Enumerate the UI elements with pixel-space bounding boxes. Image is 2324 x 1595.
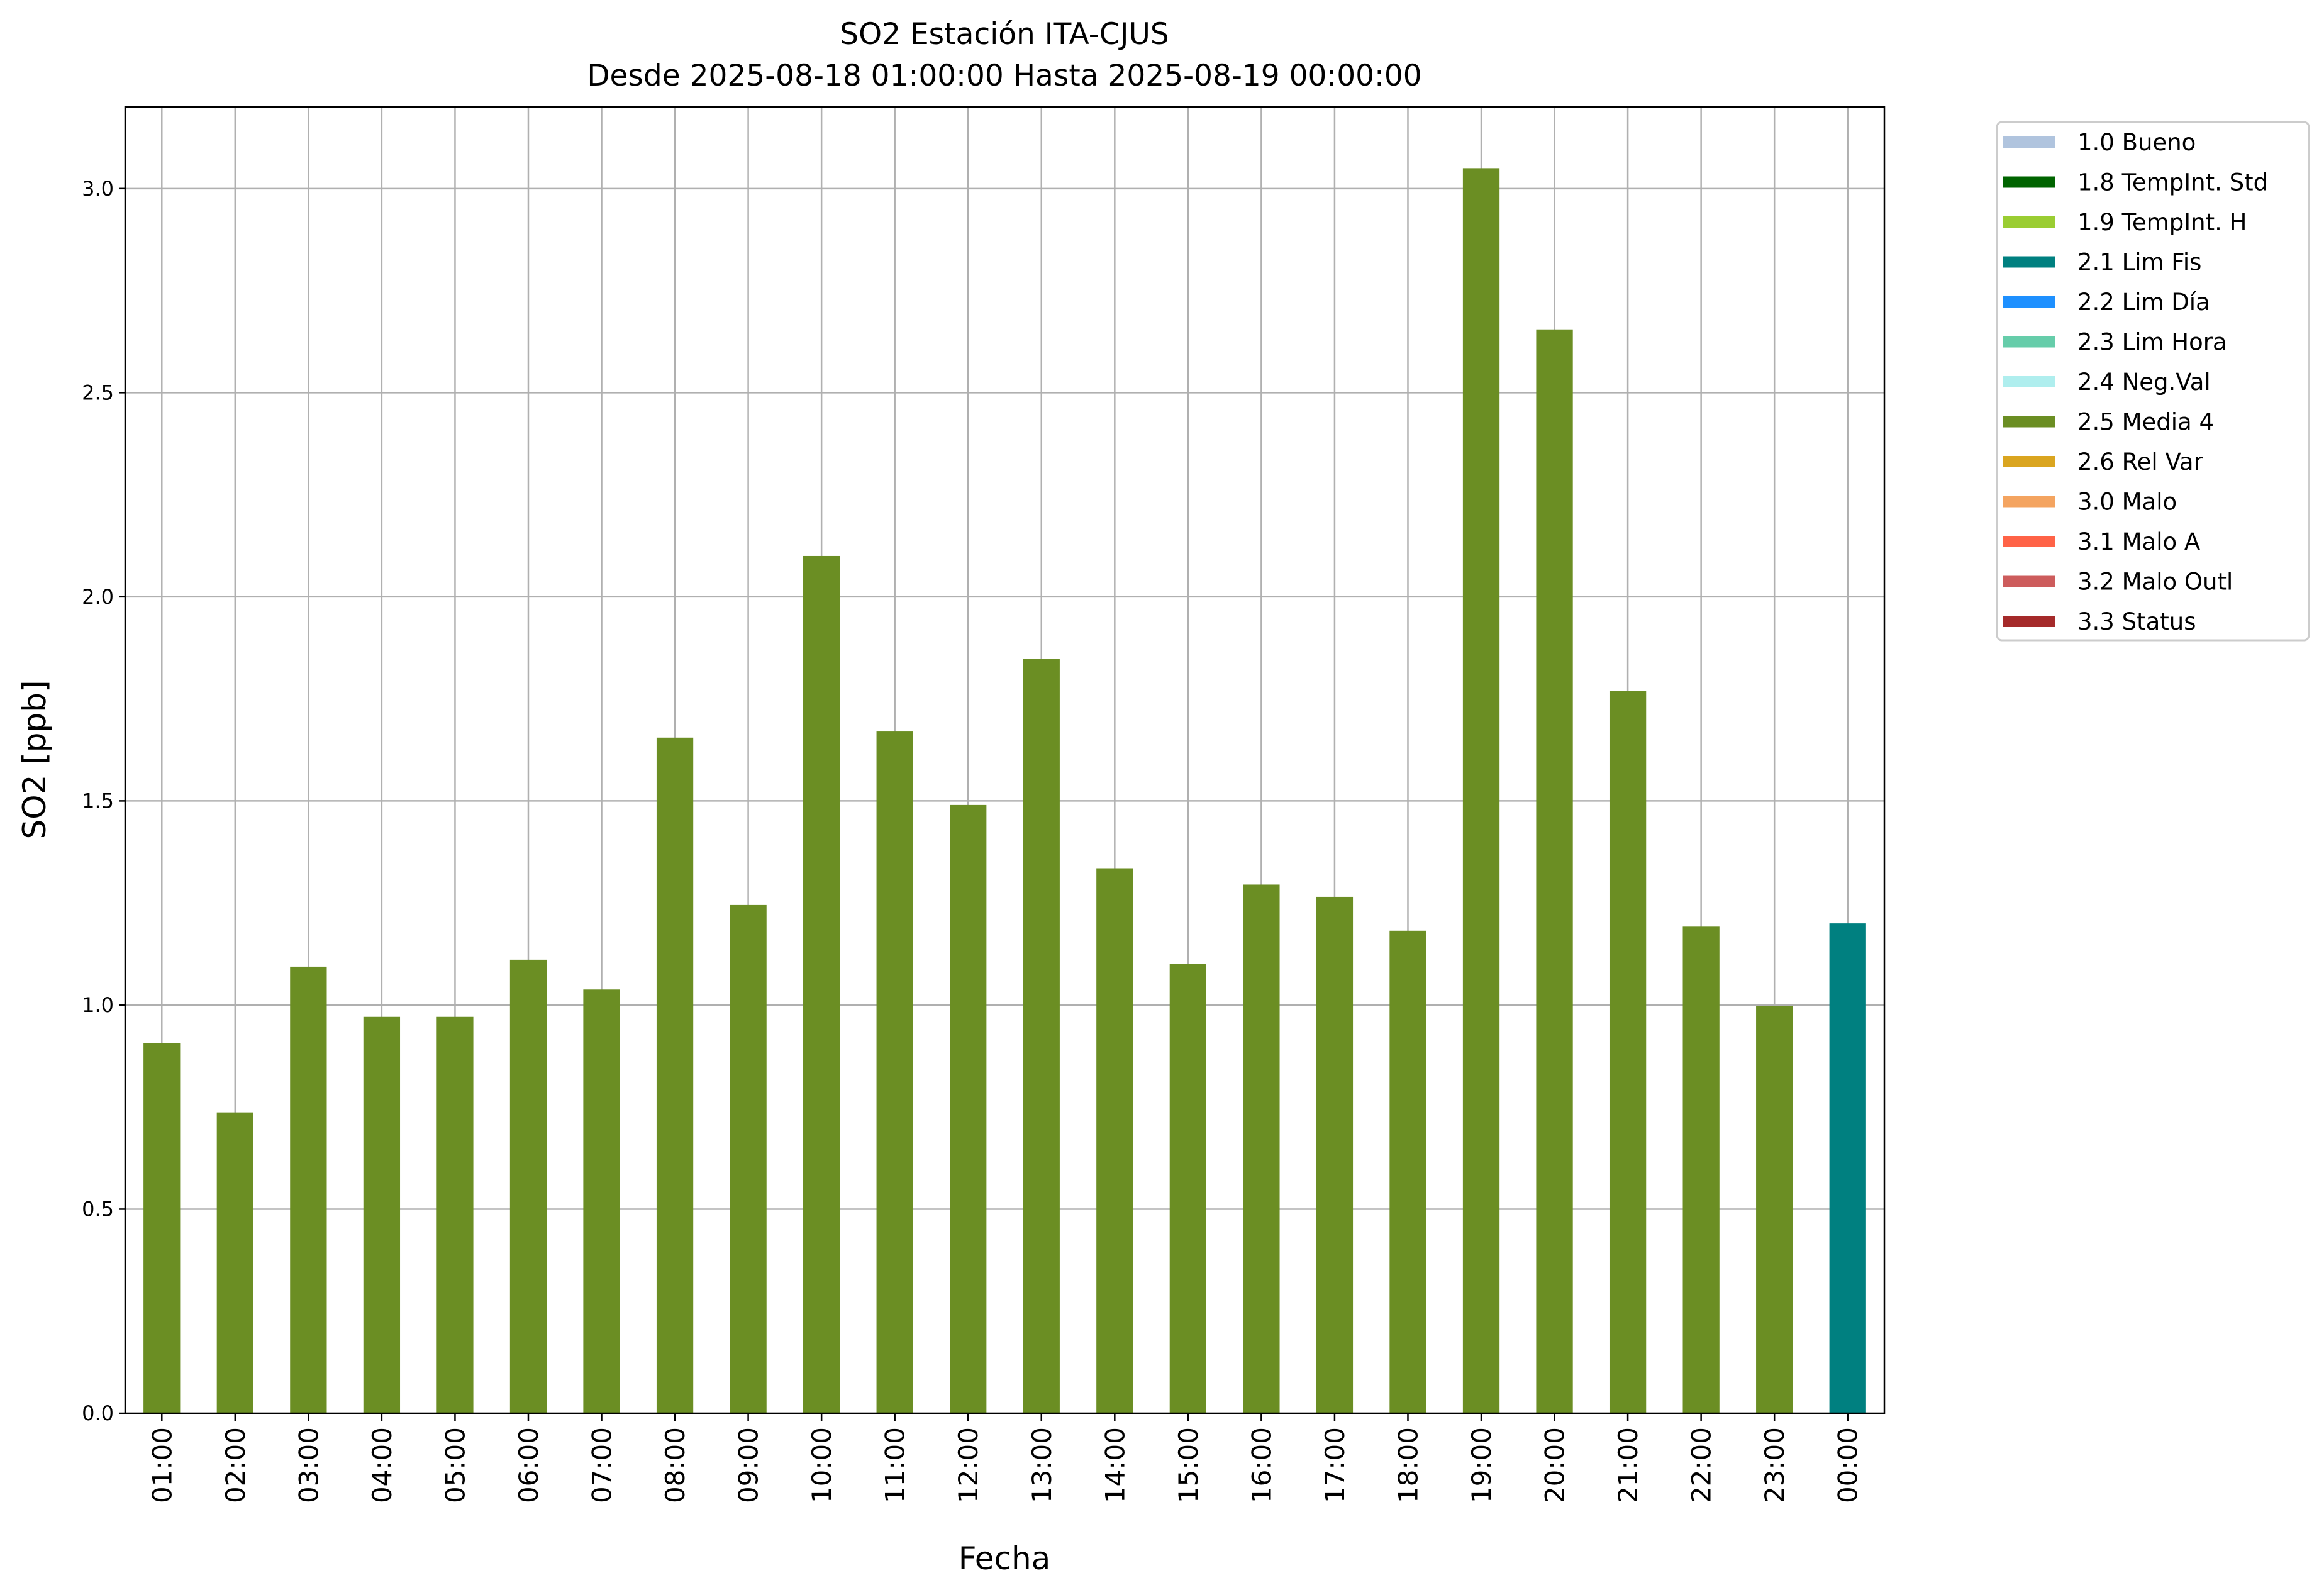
x-tick-label: 12:00 xyxy=(953,1427,984,1503)
bar-0300 xyxy=(290,966,327,1413)
legend-label: 3.2 Malo Outl xyxy=(2077,569,2233,596)
x-tick-label: 01:00 xyxy=(147,1427,177,1503)
x-tick-label: 03:00 xyxy=(293,1427,324,1503)
x-tick-label: 04:00 xyxy=(367,1427,398,1503)
x-tick-label: 11:00 xyxy=(880,1427,911,1503)
y-tick-label: 1.5 xyxy=(82,789,114,813)
bar-0500 xyxy=(436,1016,474,1413)
x-tick-label: 16:00 xyxy=(1246,1427,1277,1503)
legend-label: 2.5 Media 4 xyxy=(2077,409,2214,436)
chart-title: SO2 Estación ITA-CJUS xyxy=(840,17,1169,52)
x-tick-label: 19:00 xyxy=(1466,1427,1497,1503)
y-tick-label: 2.5 xyxy=(82,381,114,404)
legend-label: 3.3 Status xyxy=(2077,608,2196,635)
bar-2000 xyxy=(1536,329,1573,1414)
x-axis-label: Fecha xyxy=(959,1540,1051,1577)
bars xyxy=(143,168,1866,1414)
x-tick-label: 05:00 xyxy=(440,1427,470,1503)
legend-label: 2.1 Lim Fis xyxy=(2077,249,2201,276)
legend-label: 3.0 Malo xyxy=(2077,489,2177,516)
x-tick-label: 07:00 xyxy=(587,1427,618,1503)
legend-swatch xyxy=(2003,136,2055,148)
legend-swatch xyxy=(2003,496,2055,508)
legend-frame xyxy=(1996,121,2310,642)
bar-1900 xyxy=(1462,168,1500,1413)
x-tick-label: 13:00 xyxy=(1026,1427,1057,1503)
bar-1300 xyxy=(1023,659,1060,1413)
bar-1100 xyxy=(876,731,913,1413)
legend: 1.0 Bueno 1.8 TempInt. Std 1.9 TempInt. H 2… xyxy=(1996,121,2310,642)
x-tick-label: 21:00 xyxy=(1613,1427,1643,1503)
y-axis-ticks: 0.0 0.5 1.0 1.5 2.0 2.5 3.0 xyxy=(82,177,125,1425)
x-tick-label: 23:00 xyxy=(1759,1427,1790,1503)
legend-swatch xyxy=(2003,536,2055,547)
x-tick-label: 00:00 xyxy=(1833,1427,1864,1503)
bar-0700 xyxy=(583,989,620,1413)
legend-label: 2.4 Neg.Val xyxy=(2077,369,2211,396)
legend-swatch xyxy=(2003,575,2055,587)
legend-swatch xyxy=(2003,296,2055,308)
bar-1400 xyxy=(1096,868,1133,1413)
x-tick-label: 20:00 xyxy=(1540,1427,1571,1503)
x-tick-label: 10:00 xyxy=(806,1427,837,1503)
bar-0900 xyxy=(730,904,767,1413)
legend-label: 1.0 Bueno xyxy=(2077,129,2196,156)
x-tick-label: 14:00 xyxy=(1099,1427,1130,1503)
legend-swatch xyxy=(2003,456,2055,467)
x-axis-ticks: 01:00 02:00 03:00 04:00 05:00 06:00 07:00 08:00… xyxy=(147,1413,1864,1503)
legend-swatch xyxy=(2003,336,2055,348)
legend-swatch xyxy=(2003,376,2055,387)
y-tick-label: 0.0 xyxy=(82,1401,114,1425)
legend-label: 2.3 Lim Hora xyxy=(2077,329,2227,356)
bar-0600 xyxy=(509,959,547,1413)
bar-0800 xyxy=(656,737,694,1413)
bar-2200 xyxy=(1682,926,1720,1413)
legend-label: 2.2 Lim Día xyxy=(2077,289,2210,316)
plot-frame xyxy=(124,106,1886,1414)
bar-1500 xyxy=(1169,964,1206,1413)
bar-0100 xyxy=(143,1043,181,1413)
x-tick-label: 15:00 xyxy=(1173,1427,1204,1503)
bar-0000 xyxy=(1829,923,1866,1413)
legend-label: 1.9 TempInt. H xyxy=(2077,209,2247,236)
bar-1000 xyxy=(803,555,840,1413)
legend-swatch xyxy=(2003,616,2055,627)
legend-label: 3.1 Malo A xyxy=(2077,528,2200,555)
legend-label: 2.6 Rel Var xyxy=(2077,448,2204,475)
legend-swatch xyxy=(2003,176,2055,188)
bar-2300 xyxy=(1756,1006,1793,1413)
bar-1800 xyxy=(1389,930,1426,1413)
y-axis-label: SO2 [ppb] xyxy=(16,680,53,839)
x-tick-label: 08:00 xyxy=(660,1427,691,1503)
bar-1700 xyxy=(1316,896,1354,1413)
legend-swatch xyxy=(2003,256,2055,268)
bar-2100 xyxy=(1609,691,1647,1413)
y-tick-label: 3.0 xyxy=(82,177,114,201)
x-tick-label: 09:00 xyxy=(733,1427,764,1503)
chart-subtitle: Desde 2025-08-18 01:00:00 Hasta 2025-08-… xyxy=(587,58,1421,93)
y-tick-label: 1.0 xyxy=(82,993,114,1017)
legend-swatch xyxy=(2003,216,2055,228)
y-tick-label: 2.0 xyxy=(82,585,114,609)
bar-1600 xyxy=(1243,884,1280,1413)
bar-1200 xyxy=(950,804,987,1413)
bar-0400 xyxy=(363,1016,401,1413)
legend-label: 1.8 TempInt. Std xyxy=(2077,169,2268,196)
y-tick-label: 0.5 xyxy=(82,1197,114,1221)
x-tick-label: 06:00 xyxy=(513,1427,544,1503)
x-tick-label: 17:00 xyxy=(1320,1427,1350,1503)
legend-swatch xyxy=(2003,416,2055,428)
x-tick-label: 02:00 xyxy=(220,1427,251,1503)
bar-0200 xyxy=(216,1112,253,1413)
x-tick-label: 18:00 xyxy=(1393,1427,1423,1503)
x-tick-label: 22:00 xyxy=(1686,1427,1717,1503)
